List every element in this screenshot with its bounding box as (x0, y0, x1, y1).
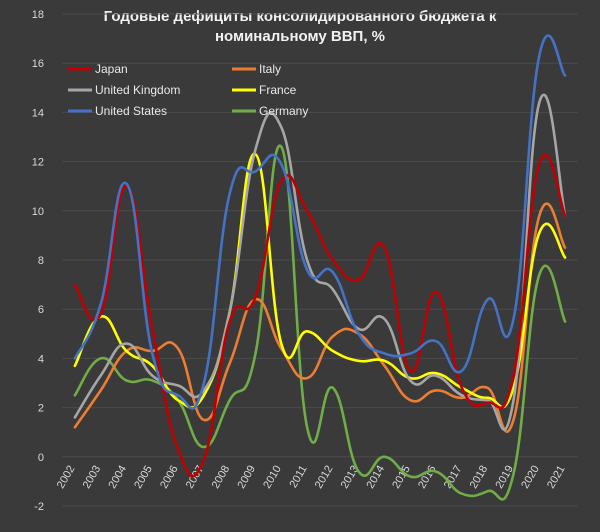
series-line-united-states (73, 34, 567, 410)
y-tick-label: 0 (38, 452, 44, 464)
legend-label-italy: Italy (259, 62, 281, 76)
legend-label-germany: Germany (259, 104, 308, 118)
legend-label-united-states: United States (95, 104, 167, 118)
y-tick-label: 6 (38, 304, 44, 316)
y-tick-label: 10 (32, 206, 44, 218)
chart-title-line2: номинальному ВВП, % (215, 28, 385, 45)
legend-label-united-kingdom: United Kingdom (95, 83, 180, 97)
series-lines (73, 34, 567, 501)
y-tick-label: 2 (38, 403, 44, 415)
y-tick-label: 4 (38, 353, 44, 365)
y-tick-label: 12 (32, 157, 44, 169)
legend: Japan Italy United Kingdom France United Sta… (68, 62, 308, 118)
y-tick-label: 18 (32, 9, 44, 21)
chart-title-line1: Годовые дефициты консолидированного бюдж… (104, 8, 497, 25)
y-tick-label: 8 (38, 255, 44, 267)
legend-label-japan: Japan (95, 62, 128, 76)
y-axis: -2 0 2 4 6 8 10 12 14 16 18 (32, 9, 44, 513)
series-line-united-kingdom (73, 93, 567, 431)
gridlines (62, 13, 578, 507)
y-tick-label: 14 (32, 107, 44, 119)
legend-label-france: France (259, 83, 297, 97)
y-tick-label: 16 (32, 58, 44, 70)
series-line-japan (73, 153, 567, 478)
y-tick-label: -2 (34, 501, 44, 513)
series-line-france (73, 152, 567, 409)
